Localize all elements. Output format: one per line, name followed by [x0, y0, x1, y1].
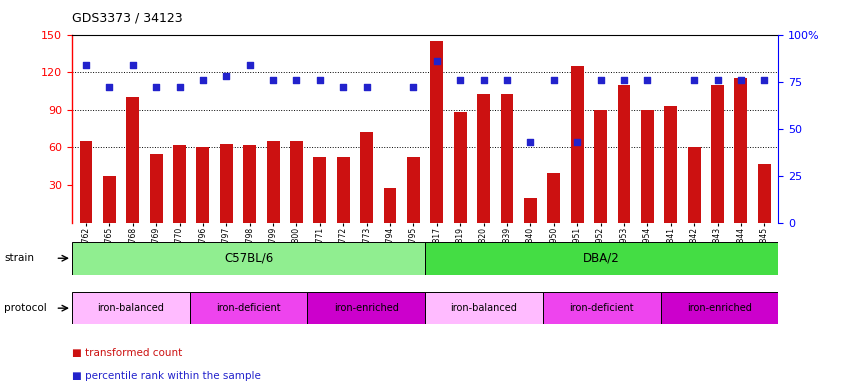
Bar [426, 292, 543, 324]
Text: iron-enriched: iron-enriched [334, 303, 398, 313]
Bar [383, 188, 397, 223]
Bar [150, 154, 162, 223]
Bar [477, 94, 490, 223]
Text: strain: strain [4, 253, 34, 263]
Point [500, 77, 514, 83]
Bar [453, 113, 467, 223]
Bar [571, 66, 584, 223]
Bar [307, 292, 426, 324]
Text: GDS3373 / 34123: GDS3373 / 34123 [72, 12, 183, 25]
Bar [426, 242, 778, 275]
Bar [524, 198, 537, 223]
Text: iron-balanced: iron-balanced [97, 303, 164, 313]
Point [337, 84, 350, 90]
Text: iron-deficient: iron-deficient [217, 303, 281, 313]
Point [570, 139, 584, 145]
Bar [80, 141, 92, 223]
Bar [220, 144, 233, 223]
Point [477, 77, 491, 83]
Bar [594, 110, 607, 223]
Point [453, 77, 467, 83]
Point [102, 84, 116, 90]
Point [547, 77, 561, 83]
Point [524, 139, 537, 145]
Bar [244, 145, 256, 223]
Point [80, 61, 93, 68]
Point [430, 58, 443, 64]
Point [150, 84, 163, 90]
Bar [72, 242, 426, 275]
Bar [196, 147, 209, 223]
Bar [313, 157, 327, 223]
Point [687, 77, 700, 83]
Bar [266, 141, 279, 223]
Bar [72, 292, 190, 324]
Bar [734, 78, 747, 223]
Text: iron-balanced: iron-balanced [451, 303, 518, 313]
Point [313, 77, 327, 83]
Text: DBA/2: DBA/2 [584, 252, 620, 265]
Point [757, 77, 771, 83]
Point [219, 73, 233, 79]
Point [266, 77, 280, 83]
Bar [126, 97, 139, 223]
Bar [758, 164, 771, 223]
Bar [290, 141, 303, 223]
Bar [711, 85, 724, 223]
Point [734, 77, 748, 83]
Bar [190, 292, 307, 324]
Bar [543, 292, 661, 324]
Point [640, 77, 654, 83]
Bar [664, 106, 677, 223]
Bar [173, 145, 186, 223]
Bar [501, 94, 514, 223]
Point [196, 77, 210, 83]
Text: C57BL/6: C57BL/6 [224, 252, 273, 265]
Point [173, 84, 186, 90]
Bar [688, 147, 700, 223]
Text: ■ percentile rank within the sample: ■ percentile rank within the sample [72, 371, 261, 381]
Point [289, 77, 303, 83]
Bar [431, 41, 443, 223]
Point [618, 77, 631, 83]
Point [407, 84, 420, 90]
Bar [661, 292, 778, 324]
Text: iron-enriched: iron-enriched [687, 303, 752, 313]
Bar [618, 85, 630, 223]
Point [711, 77, 724, 83]
Bar [337, 157, 349, 223]
Point [243, 61, 256, 68]
Text: ■ transformed count: ■ transformed count [72, 348, 182, 358]
Bar [360, 132, 373, 223]
Bar [641, 110, 654, 223]
Bar [407, 157, 420, 223]
Point [594, 77, 607, 83]
Text: protocol: protocol [4, 303, 47, 313]
Point [360, 84, 373, 90]
Point [126, 61, 140, 68]
Text: iron-deficient: iron-deficient [569, 303, 634, 313]
Bar [103, 176, 116, 223]
Bar [547, 172, 560, 223]
